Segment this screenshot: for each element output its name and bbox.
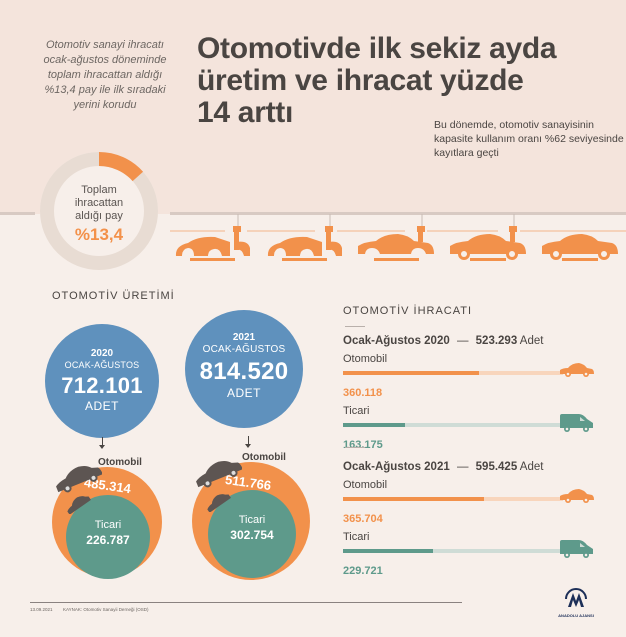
period-label: OCAK-AĞUSTOS: [64, 360, 140, 370]
production-2021-circle: 2021 OCAK-AĞUSTOS 814.520 ADET: [185, 310, 303, 428]
footer-source: KAYNAK: Otomotiv Sanayii Derneği (OSD): [63, 607, 149, 612]
ticari-label: Ticari: [343, 405, 370, 417]
van-icon: [560, 414, 593, 432]
donut-label-line1: Toplam: [81, 184, 117, 196]
ticari-label: Ticari: [94, 519, 122, 531]
car-finished-icon: [542, 234, 618, 261]
ticari-value: 302.754: [230, 528, 274, 542]
export-share-donut: Toplam ihracattan aldığı pay %13,4: [34, 146, 164, 276]
intro-text: Otomotiv sanayi ihracatı ocak-ağustos dö…: [43, 39, 167, 111]
assembly-rail: [170, 212, 626, 215]
car-body-icon: [358, 226, 434, 261]
car-complete-icon: [450, 226, 526, 261]
period-label: OCAK-AĞUSTOS: [202, 344, 286, 355]
anadolu-agency-logo: ANADOLU AJANSI: [556, 588, 596, 622]
donut-label-line2: ihracattan: [74, 197, 124, 209]
car-frame-icon: [175, 226, 250, 261]
footer-date: 13.09.2021: [30, 607, 53, 612]
production-2020-circle: 2020 OCAK-AĞUSTOS 712.101 ADET: [45, 324, 159, 438]
ticari-value: 226.787: [86, 533, 130, 547]
unit-label: Adet: [519, 335, 544, 347]
subtitle: Bu dönemde, otomotiv sanayisinin kapasit…: [434, 119, 624, 159]
otomobil-label: Otomobil: [343, 353, 388, 365]
exports-2020-heading: Ocak-Ağustos 2020 — 523.293 Adet: [343, 335, 603, 347]
otomobil-value: 360.118: [343, 387, 383, 399]
car-icon: [560, 363, 594, 377]
bar-fill: [343, 497, 484, 501]
divider: [345, 326, 365, 327]
unit-label: ADET: [84, 399, 119, 413]
otomobil-bar: [343, 363, 603, 387]
arrow-down-icon: [245, 436, 251, 448]
ticari-2021-circle: Ticari 302.754: [208, 490, 296, 578]
car-icon: [56, 465, 102, 493]
otomobil-label: Otomobil: [242, 452, 286, 463]
dash: —: [456, 335, 469, 347]
year-label: 2021: [232, 332, 256, 343]
otomobil-label: Otomobil: [98, 457, 142, 468]
export-total: 595.425: [475, 461, 518, 473]
car-icon: [196, 460, 242, 488]
assembly-line-illustration: [170, 214, 626, 261]
unit-label: Adet: [519, 461, 544, 473]
export-total: 523.293: [475, 335, 518, 347]
bar-fill: [343, 549, 434, 553]
otomobil-label: Otomobil: [343, 479, 388, 491]
footer-divider: [30, 602, 462, 603]
donut-label: Toplam ihracattan aldığı pay %13,4: [34, 184, 164, 244]
ticari-value: 163.175: [343, 439, 383, 451]
ticari-label: Ticari: [343, 531, 370, 543]
period-label: Ocak-Ağustos 2021: [343, 461, 450, 473]
divider: [345, 447, 365, 448]
period-label: Ocak-Ağustos 2020: [343, 335, 450, 347]
exports-2021-block: Ocak-Ağustos 2021 — 595.425 Adet Otomobi…: [343, 461, 603, 577]
ticari-bar: [343, 414, 603, 439]
bar-fill: [343, 423, 405, 427]
exports-2020-block: Ocak-Ağustos 2020 — 523.293 Adet Otomobi…: [343, 335, 603, 451]
aa-logo-icon: [565, 588, 587, 607]
bar-fill: [343, 371, 480, 375]
donut-ring: [40, 152, 158, 270]
exports-section-title: OTOMOTİV İHRACATI: [343, 305, 473, 317]
van-icon: [560, 540, 593, 558]
page-title: Otomotivde ilk sekiz ayda üretim ve ihra…: [197, 32, 557, 129]
logo-text: ANADOLU AJANSI: [558, 613, 594, 618]
donut-value: %13,4: [74, 225, 124, 244]
ticari-2020-circle: Ticari 226.787: [66, 495, 150, 579]
unit-label: ADET: [226, 386, 261, 400]
rail-line-left: [0, 212, 35, 215]
otomobil-value: 365.704: [343, 513, 383, 525]
ticari-bar: [343, 540, 603, 565]
year-label: 2020: [90, 348, 114, 359]
otomobil-bar: [343, 489, 603, 513]
exports-2021-heading: Ocak-Ağustos 2021 — 595.425 Adet: [343, 461, 603, 473]
car-small-icon: [207, 494, 231, 512]
production-section-title: OTOMOTİV ÜRETİMİ: [52, 290, 175, 302]
dash: —: [456, 461, 469, 473]
donut-label-line3: aldığı pay: [75, 210, 123, 222]
ticari-label: Ticari: [238, 514, 266, 526]
arrow-down-icon: [99, 437, 105, 449]
ticari-value: 229.721: [343, 565, 383, 577]
production-total: 814.520: [199, 358, 289, 385]
car-small-icon: [67, 496, 91, 514]
car-icon: [560, 489, 594, 503]
production-total: 712.101: [61, 373, 143, 398]
car-frame-icon: [267, 226, 342, 261]
